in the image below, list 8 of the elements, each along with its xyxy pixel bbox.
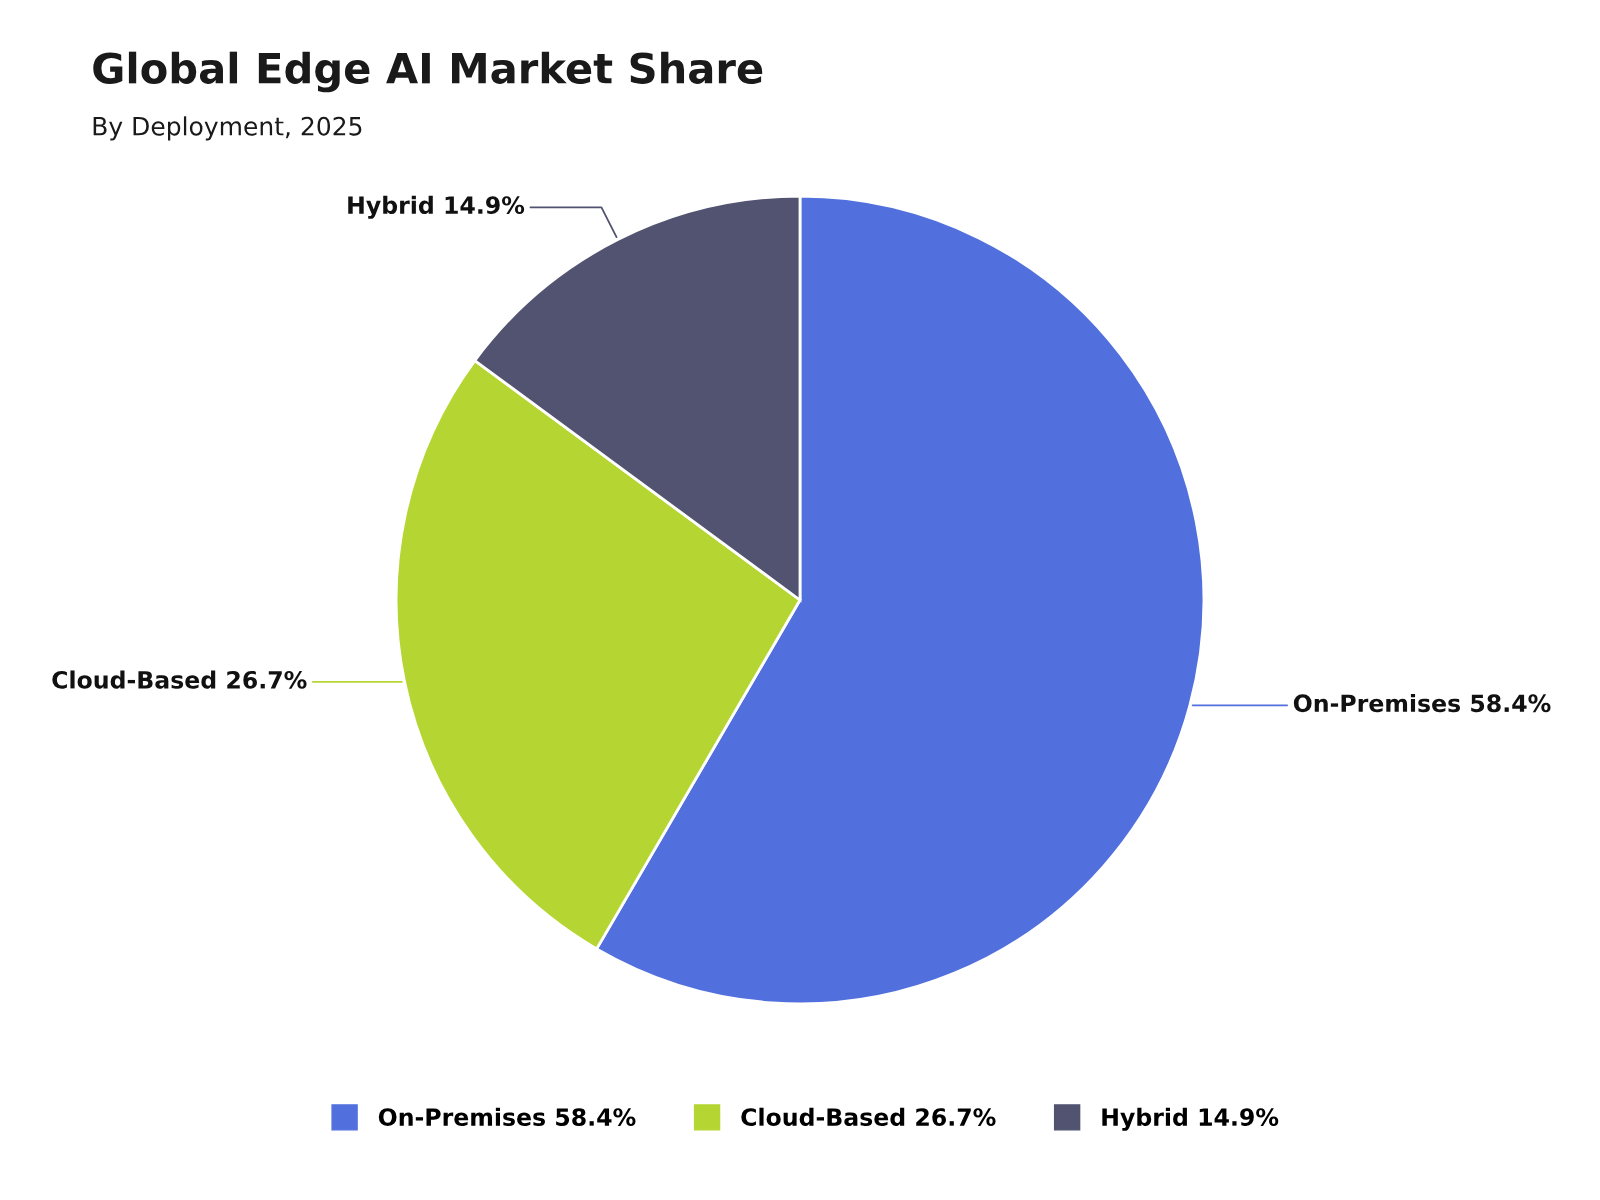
chart-title: Global Edge AI Market Share: [93, 51, 763, 93]
slice-label: Hybrid 14.9%: [348, 195, 525, 219]
chart-subtitle: By Deployment, 2025: [93, 116, 362, 141]
legend-label: Hybrid 14.9%: [1102, 1107, 1279, 1131]
legend-label: On-Premises 58.4%: [378, 1107, 636, 1126]
slice-label: Cloud-Based 26.7%: [52, 670, 307, 689]
slice-label: On-Premises 58.4%: [1293, 693, 1551, 713]
legend-label: Cloud-Based 26.7%: [741, 1107, 996, 1126]
